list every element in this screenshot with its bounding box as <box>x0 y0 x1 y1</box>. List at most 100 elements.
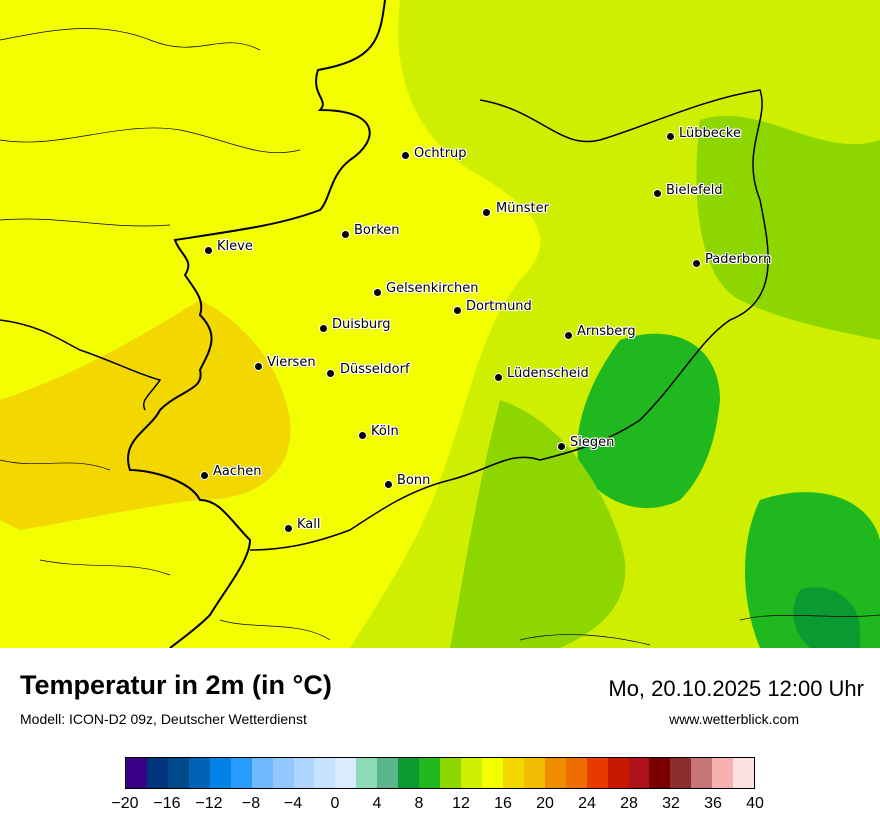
legend-color-swatch <box>419 758 441 788</box>
legend-tick-label: 36 <box>704 795 722 812</box>
legend-tick-label: −4 <box>283 795 303 812</box>
city-label-dortmund: Dortmund <box>466 299 532 314</box>
legend-color-swatch <box>209 758 231 788</box>
city-label-viersen: Viersen <box>267 355 316 370</box>
city-dot-luebbecke <box>666 132 675 141</box>
city-dot-borken <box>341 230 350 239</box>
legend-tick-label: 12 <box>452 795 470 812</box>
city-dot-paderborn <box>692 259 701 268</box>
legend-tick-label: −8 <box>241 795 261 812</box>
city-label-duesseldorf: Düsseldorf <box>340 362 410 377</box>
legend-color-swatch <box>377 758 399 788</box>
city-dot-dortmund <box>453 306 462 315</box>
legend-color-swatch <box>461 758 482 788</box>
website-credit: www.wetterblick.com <box>669 711 799 727</box>
map-canvas <box>0 0 880 648</box>
temp-field-mild-southeast <box>450 400 626 648</box>
legend-tick-label: 32 <box>662 795 680 812</box>
national-border <box>127 0 386 648</box>
legend-color-swatch <box>440 758 461 788</box>
city-label-gelsenkirchen: Gelsenkirchen <box>386 281 479 296</box>
map-title: Temperatur in 2m (in °C) <box>20 670 332 700</box>
city-label-arnsberg: Arnsberg <box>577 324 636 339</box>
legend-tick-label: 0 <box>330 795 340 812</box>
city-label-kall: Kall <box>297 517 321 532</box>
legend-color-swatch <box>398 758 420 788</box>
city-label-bielefeld: Bielefeld <box>666 183 723 198</box>
state-border <box>249 89 769 551</box>
legend-color-swatch <box>481 758 503 788</box>
legend-color-swatch <box>167 758 189 788</box>
city-dot-siegen <box>557 442 566 451</box>
legend-color-swatch <box>733 758 755 788</box>
nl-be-border <box>0 319 162 411</box>
legend-color-swatch <box>670 758 692 788</box>
city-label-bonn: Bonn <box>397 473 431 488</box>
city-dot-bielefeld <box>653 189 662 198</box>
legend-color-swatch <box>146 758 168 788</box>
legend-color-swatch <box>272 758 294 788</box>
legend-color-swatch <box>586 758 608 788</box>
city-dot-kall <box>284 524 293 533</box>
legend-color-swatch <box>502 758 524 788</box>
legend-color-swatch <box>126 758 147 788</box>
legend-color-swatch <box>628 758 650 788</box>
city-label-luedenscheid: Lüdenscheid <box>507 366 589 381</box>
legend-color-swatch <box>293 758 315 788</box>
city-label-paderborn: Paderborn <box>705 252 772 267</box>
city-label-duisburg: Duisburg <box>332 317 391 332</box>
city-dot-duisburg <box>319 324 328 333</box>
legend-tick-label: 8 <box>414 795 424 812</box>
city-dot-muenster <box>482 208 491 217</box>
legend-color-swatch <box>251 758 273 788</box>
legend-color-swatch <box>188 758 210 788</box>
city-label-luebbecke: Lübbecke <box>679 126 741 141</box>
color-legend-bar <box>125 757 755 789</box>
legend-color-swatch <box>565 758 587 788</box>
legend-tick-label: 28 <box>620 795 638 812</box>
legend-color-swatch <box>314 758 336 788</box>
legend-color-swatch <box>691 758 713 788</box>
temp-field-cool-sauerland <box>577 333 720 509</box>
legend-tick-label: 40 <box>746 795 764 812</box>
legend-color-swatch <box>544 758 566 788</box>
city-label-koeln: Köln <box>371 424 399 439</box>
city-label-ochtrup: Ochtrup <box>414 146 467 161</box>
city-label-muenster: Münster <box>496 201 549 216</box>
city-dot-gelsenkirchen <box>373 288 382 297</box>
temp-field-mild-east <box>696 115 880 340</box>
city-dot-kleve <box>204 246 213 255</box>
city-dot-luedenscheid <box>494 373 503 382</box>
legend-color-swatch <box>230 758 252 788</box>
legend-tick-label: −16 <box>153 795 181 812</box>
temp-field-warmest-border <box>0 300 291 530</box>
legend-tick-label: 20 <box>536 795 554 812</box>
model-info: Modell: ICON-D2 09z, Deutscher Wetterdie… <box>20 711 307 727</box>
forecast-datetime: Mo, 20.10.2025 12:00 Uhr <box>608 676 864 701</box>
legend-color-swatch <box>335 758 357 788</box>
legend-tick-label: −12 <box>195 795 223 812</box>
city-dot-viersen <box>254 362 263 371</box>
legend-color-swatch <box>607 758 629 788</box>
temp-field-coolest <box>793 587 860 648</box>
legend-tick-label: −20 <box>111 795 139 812</box>
legend-color-swatch <box>523 758 545 788</box>
temperature-map: Lübbecke Ochtrup Bielefeld Münster Kleve… <box>0 0 880 648</box>
legend-color-swatch <box>712 758 734 788</box>
city-dot-bonn <box>384 480 393 489</box>
city-label-siegen: Siegen <box>570 435 615 450</box>
district-borders <box>0 28 880 646</box>
city-dot-duesseldorf <box>326 369 335 378</box>
city-dot-arnsberg <box>564 331 573 340</box>
city-dot-ochtrup <box>401 151 410 160</box>
legend-color-swatch <box>649 758 671 788</box>
city-label-borken: Borken <box>354 223 400 238</box>
legend-color-swatch <box>356 758 378 788</box>
legend-tick-label: 24 <box>578 795 596 812</box>
city-dot-aachen <box>200 471 209 480</box>
city-label-aachen: Aachen <box>213 464 262 479</box>
legend-tick-label: 16 <box>494 795 512 812</box>
city-dot-koeln <box>358 431 367 440</box>
legend-tick-label: 4 <box>372 795 382 812</box>
city-label-kleve: Kleve <box>217 239 253 254</box>
